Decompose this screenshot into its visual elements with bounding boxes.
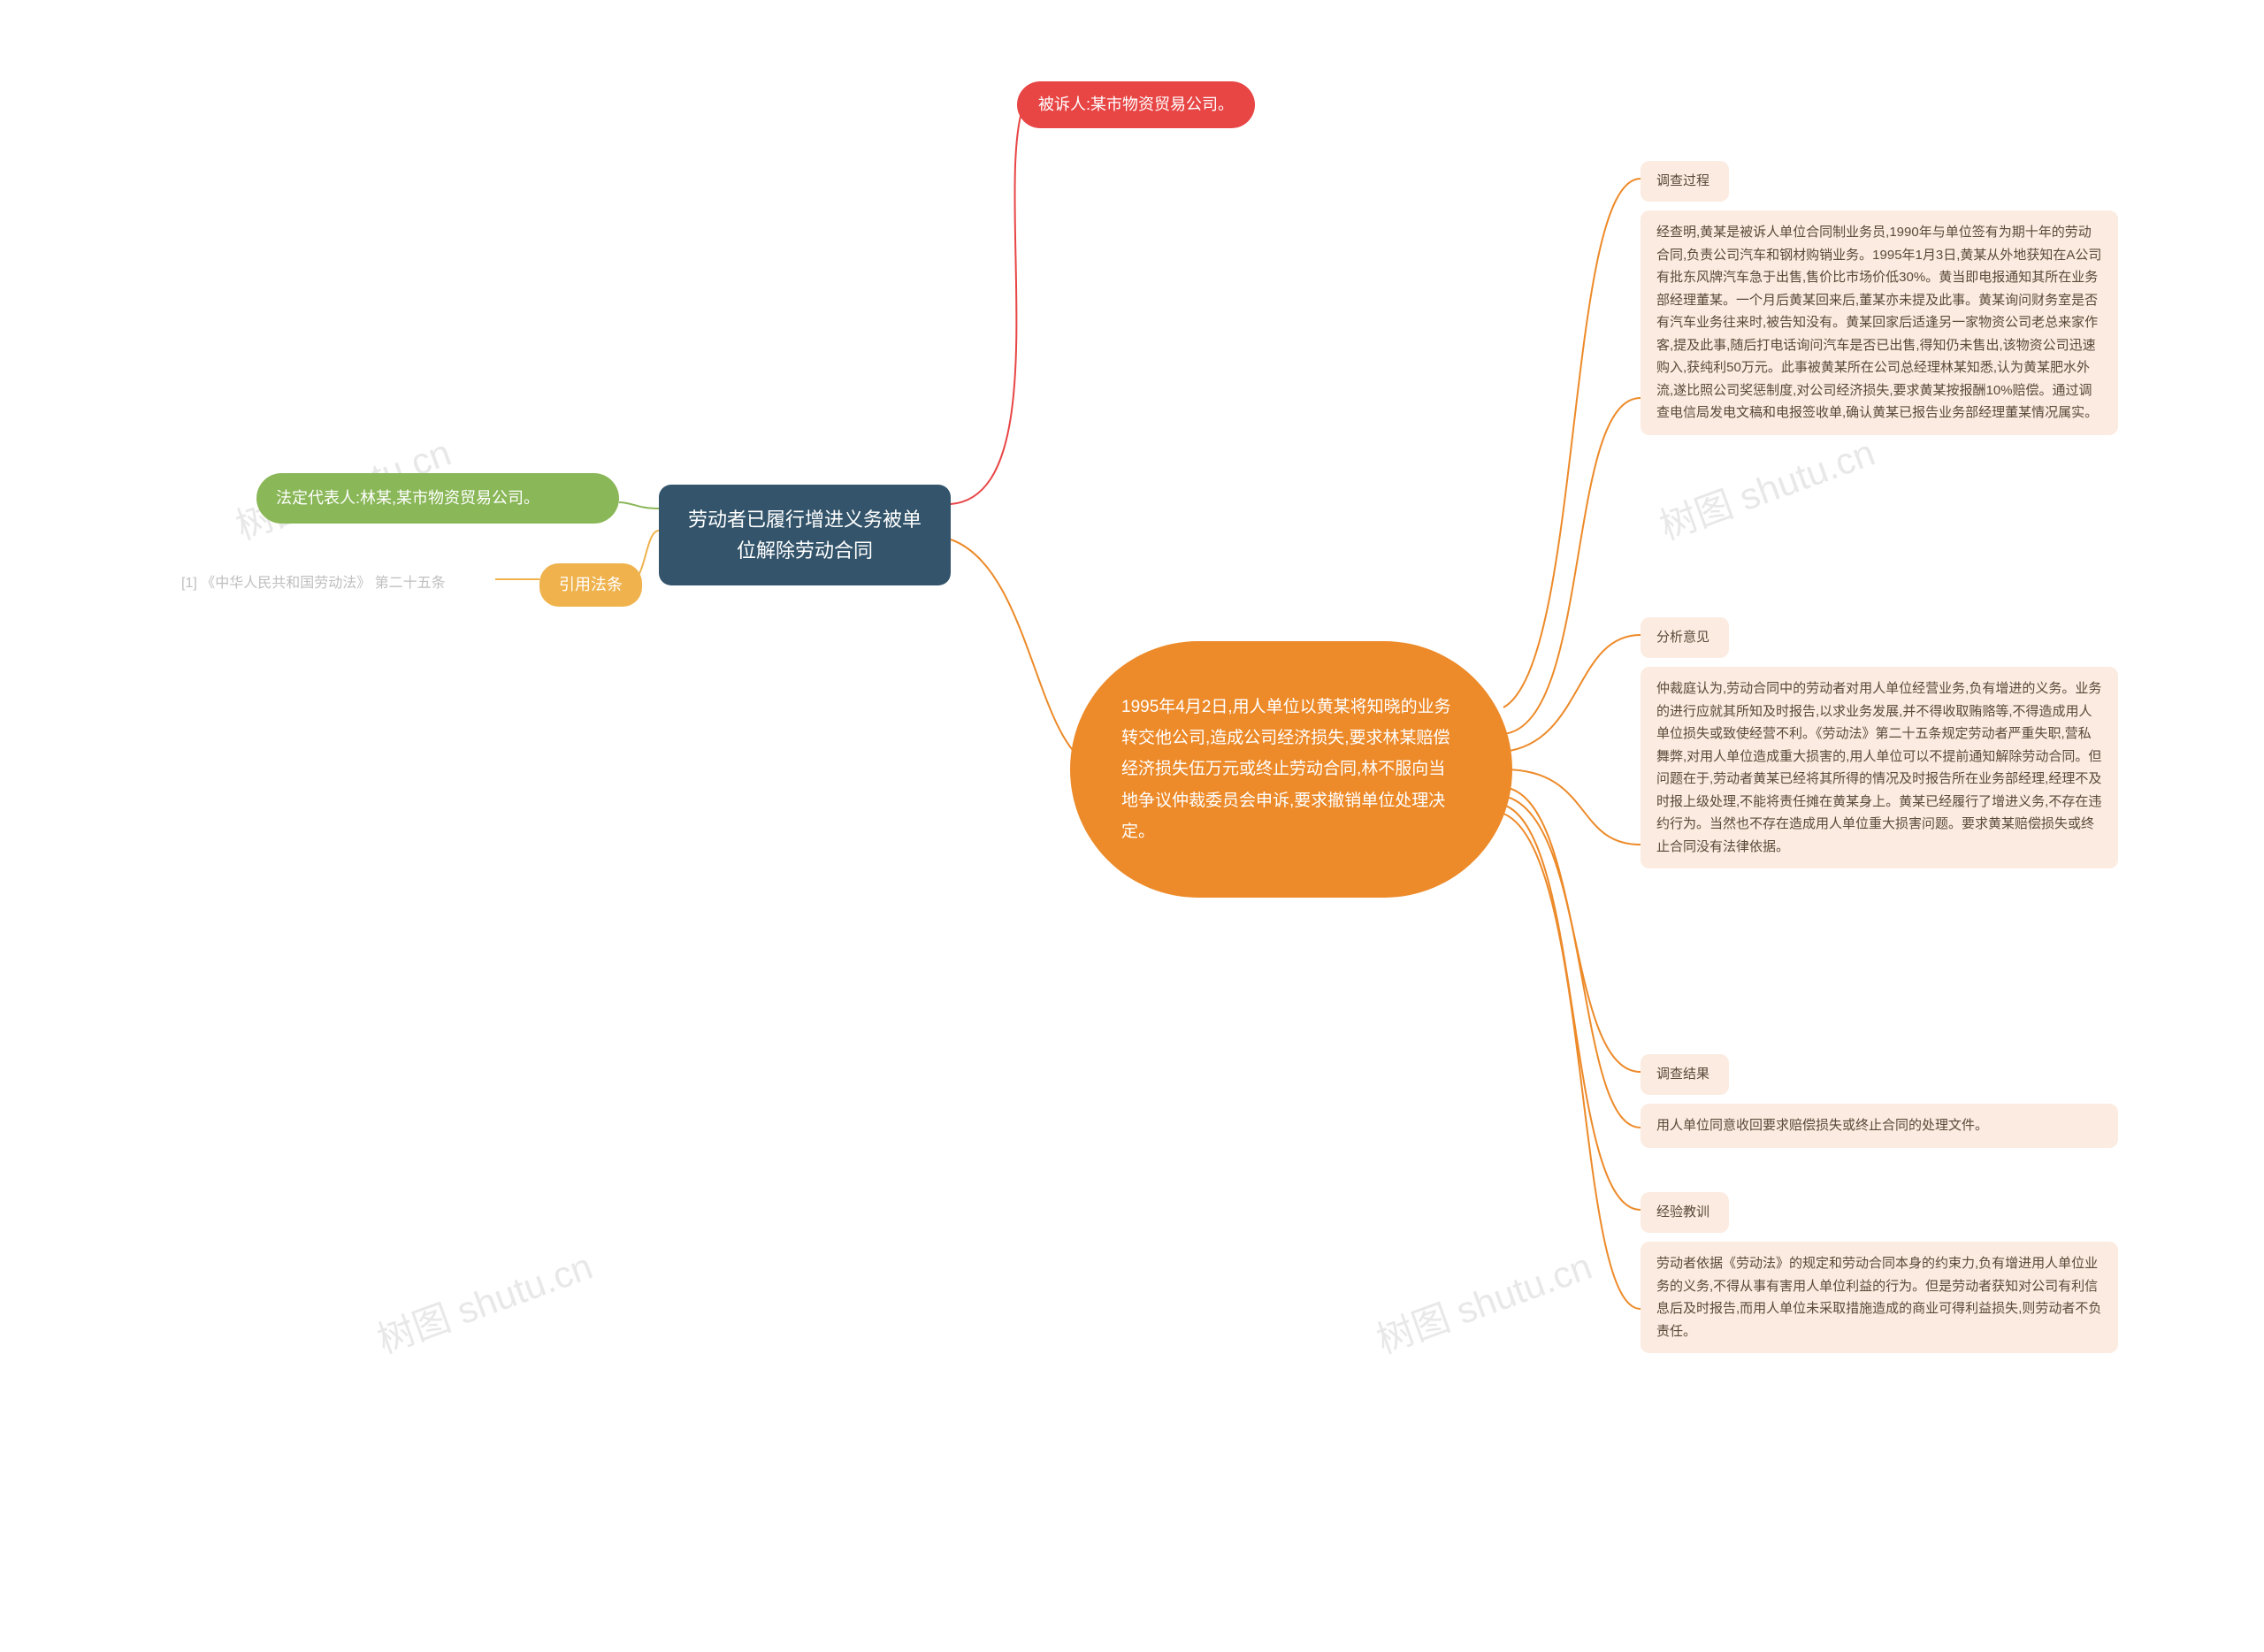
leaf-text: 调查结果: [1656, 1067, 1709, 1082]
leaf-result-header[interactable]: 调查结果: [1641, 1054, 1729, 1095]
leaf-text: 经验教训: [1656, 1205, 1709, 1220]
leaf-text: 调查过程: [1656, 173, 1709, 188]
leaf-text: 经查明,黄某是被诉人单位合同制业务员,1990年与单位签有为期十年的劳动合同,负…: [1656, 225, 2101, 420]
watermark: 树图 shutu.cn: [369, 1236, 599, 1364]
leaf-text: 分析意见: [1656, 630, 1709, 645]
node-legal-rep[interactable]: 法定代表人:林某,某市物资贸易公司。: [256, 473, 619, 524]
node-citation-label[interactable]: 引用法条: [539, 563, 642, 607]
leaf-lesson-header[interactable]: 经验教训: [1641, 1192, 1729, 1233]
root-title: 劳动者已履行增进义务被单位解除劳动合同: [688, 509, 922, 562]
node-event[interactable]: 1995年4月2日,用人单位以黄某将知晓的业务转交他公司,造成公司经济损失,要求…: [1070, 641, 1512, 898]
leaf-text: 用人单位同意收回要求赔偿损失或终止合同的处理文件。: [1656, 1118, 1988, 1133]
leaf-result-body[interactable]: 用人单位同意收回要求赔偿损失或终止合同的处理文件。: [1641, 1104, 2118, 1148]
leaf-analysis-header[interactable]: 分析意见: [1641, 617, 1729, 658]
leaf-lesson-body[interactable]: 劳动者依据《劳动法》的规定和劳动合同本身的约束力,负有增进用人单位业务的义务,不…: [1641, 1242, 2118, 1353]
watermark: 树图 shutu.cn: [1651, 423, 1881, 550]
citation-reference: [1] 《中华人民共和国劳动法》 第二十五条: [181, 570, 446, 592]
event-text: 1995年4月2日,用人单位以黄某将知晓的业务转交他公司,造成公司经济损失,要求…: [1121, 692, 1461, 847]
leaf-investigation-process-body[interactable]: 经查明,黄某是被诉人单位合同制业务员,1990年与单位签有为期十年的劳动合同,负…: [1641, 210, 2118, 435]
defendant-label: 被诉人:某市物资贸易公司。: [1038, 96, 1234, 113]
leaf-text: 仲裁庭认为,劳动合同中的劳动者对用人单位经营业务,负有增进的义务。业务的进行应就…: [1656, 681, 2101, 854]
mindmap-root[interactable]: 劳动者已履行增进义务被单位解除劳动合同: [659, 485, 951, 585]
citation-label-text: 引用法条: [559, 576, 623, 593]
leaf-analysis-body[interactable]: 仲裁庭认为,劳动合同中的劳动者对用人单位经营业务,负有增进的义务。业务的进行应就…: [1641, 667, 2118, 868]
leaf-investigation-process-header[interactable]: 调查过程: [1641, 161, 1729, 202]
node-defendant[interactable]: 被诉人:某市物资贸易公司。: [1017, 81, 1255, 128]
watermark: 树图 shutu.cn: [1368, 1236, 1598, 1364]
legal-rep-label: 法定代表人:林某,某市物资贸易公司。: [276, 489, 539, 507]
leaf-text: 劳动者依据《劳动法》的规定和劳动合同本身的约束力,负有增进用人单位业务的义务,不…: [1656, 1256, 2101, 1339]
